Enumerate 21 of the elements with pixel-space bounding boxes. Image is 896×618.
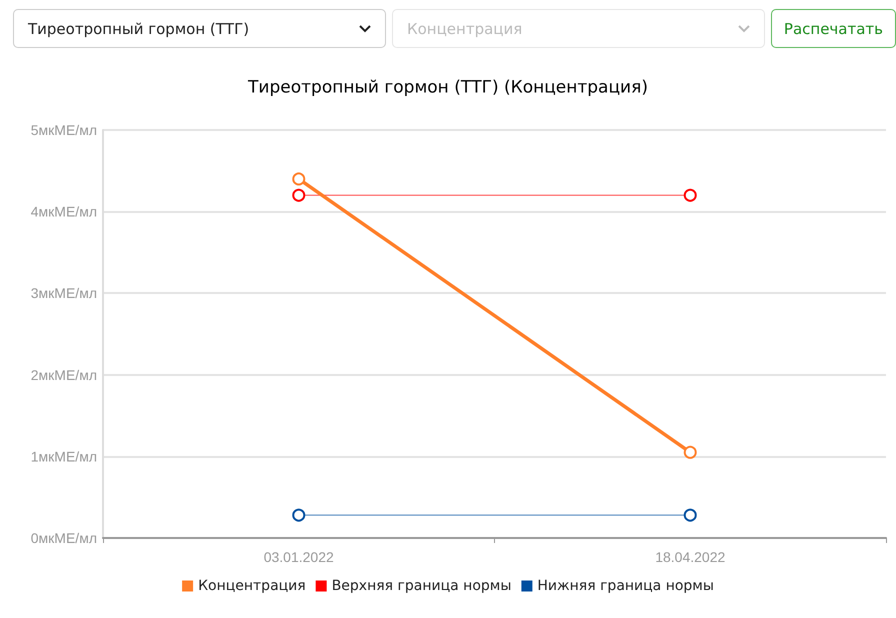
y-tick-label: 4мкМЕ/мл [30,204,97,220]
x-tick-label: 18.04.2022 [655,549,726,565]
chart-title: Тиреотропный гормон (ТТГ) (Концентрация) [247,78,648,98]
text: Тиреотропный гормон (ТТГ) [28,20,250,38]
point [684,446,697,459]
point [684,188,697,202]
y-tick-label: 5мкМЕ/мл [30,122,97,138]
legend-label: Верхняя граница нормы [332,578,512,594]
text: Распечатать [784,20,883,38]
y-tick-label: 0мкМЕ/мл [30,530,97,546]
text: Концентрация [406,20,522,38]
legend-label: Нижняя граница нормы [537,578,714,594]
y-tick-label: 1мкМЕ/мл [30,448,97,464]
point [684,508,697,522]
point [292,188,306,202]
y-tick-label: 2мкМЕ/мл [30,366,97,383]
y-tick-label: 3мкМЕ/мл [30,285,97,302]
legend-label: Концентрация [198,578,306,594]
point [292,508,306,522]
x-tick-label: 03.01.2022 [264,549,334,565]
point [292,172,306,186]
